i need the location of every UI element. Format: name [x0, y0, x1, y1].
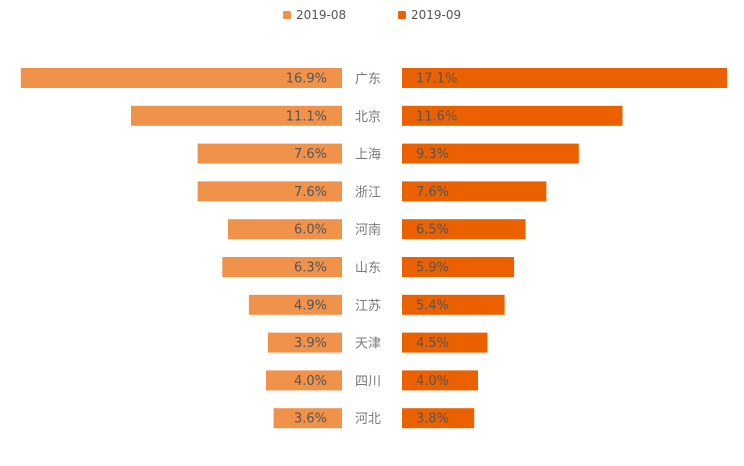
data-label-2019-08: 6.0% [294, 223, 327, 238]
bar-2019-08 [197, 143, 342, 164]
bar-2019-08 [222, 257, 342, 277]
chart-row: 3.9% 天津 4.5% [267, 332, 488, 353]
legend-swatch-2019-08 [283, 11, 291, 19]
category-label: 河南 [355, 222, 381, 238]
bar-2019-08 [248, 294, 342, 315]
chart-row: 7.6% 浙江 7.6% [197, 181, 547, 202]
bar-2019-09 [402, 143, 579, 164]
category-label: 北京 [355, 110, 381, 125]
bar-2019-09 [402, 370, 478, 391]
category-label: 上海 [355, 148, 381, 163]
bar-2019-08 [266, 370, 342, 391]
data-label-2019-08: 4.0% [294, 374, 327, 389]
bar-2019-08 [273, 408, 342, 429]
legend-swatch-2019-09 [398, 11, 406, 19]
data-label-2019-09: 4.0% [416, 374, 449, 389]
data-label-2019-08: 7.6% [294, 185, 327, 200]
category-label: 广东 [355, 72, 381, 87]
legend-label-2019-08: 2019-08 [296, 8, 346, 22]
category-label: 河北 [355, 412, 381, 427]
category-label: 天津 [355, 337, 381, 352]
data-label-2019-09: 3.8% [416, 412, 449, 427]
category-label: 四川 [355, 374, 381, 389]
bar-2019-08 [131, 105, 342, 126]
bar-2019-09 [402, 105, 623, 126]
bar-2019-09 [402, 68, 727, 88]
chart-row: 11.1% 北京 11.6% [131, 105, 623, 126]
data-label-2019-09: 5.9% [416, 261, 449, 276]
bar-2019-08 [228, 219, 342, 240]
bar-2019-08 [197, 181, 342, 202]
bar-2019-09 [402, 408, 475, 429]
chart-row: 7.6% 上海 9.3% [197, 143, 579, 164]
bar-2019-09 [402, 219, 526, 240]
category-label: 山东 [355, 261, 381, 276]
chart-row: 3.6% 河北 3.8% [273, 408, 475, 429]
chart-row: 4.0% 四川 4.0% [266, 370, 478, 391]
data-label-2019-09: 6.5% [416, 223, 449, 238]
bar-2019-09 [402, 294, 505, 315]
data-label-2019-09: 11.6% [416, 109, 457, 124]
chart-row: 16.9% 广东 17.1% [20, 68, 727, 88]
bar-2019-09 [402, 332, 488, 353]
legend-label-2019-09: 2019-09 [411, 8, 461, 22]
bar-2019-09 [402, 181, 547, 202]
chart-row: 4.9% 江苏 5.4% [248, 294, 505, 315]
category-label: 江苏 [355, 298, 381, 314]
bar-2019-08 [20, 68, 343, 88]
data-label-2019-09: 5.4% [416, 298, 449, 313]
data-label-2019-09: 17.1% [416, 72, 457, 87]
bar-2019-09 [402, 257, 515, 277]
category-label: 浙江 [355, 185, 381, 200]
chart-rows: 16.9% 广东 17.1% 11.1% 北京 11.6% 7.6% 上海 9.3% 7.6% 浙江… [20, 68, 727, 429]
data-label-2019-08: 3.9% [294, 336, 327, 351]
legend: 2019-08 2019-09 [283, 8, 461, 22]
data-label-2019-09: 9.3% [416, 147, 449, 162]
data-label-2019-08: 7.6% [294, 147, 327, 162]
chart-row: 6.3% 山东 5.9% [222, 257, 515, 277]
data-label-2019-08: 6.3% [294, 261, 327, 276]
data-label-2019-08: 11.1% [286, 109, 327, 124]
data-label-2019-09: 4.5% [416, 336, 449, 351]
data-label-2019-08: 3.6% [294, 412, 327, 427]
chart-row: 6.0% 河南 6.5% [228, 219, 526, 240]
data-label-2019-08: 16.9% [286, 72, 327, 87]
data-label-2019-09: 7.6% [416, 185, 449, 200]
data-label-2019-08: 4.9% [294, 298, 327, 313]
bar-2019-08 [267, 332, 342, 353]
